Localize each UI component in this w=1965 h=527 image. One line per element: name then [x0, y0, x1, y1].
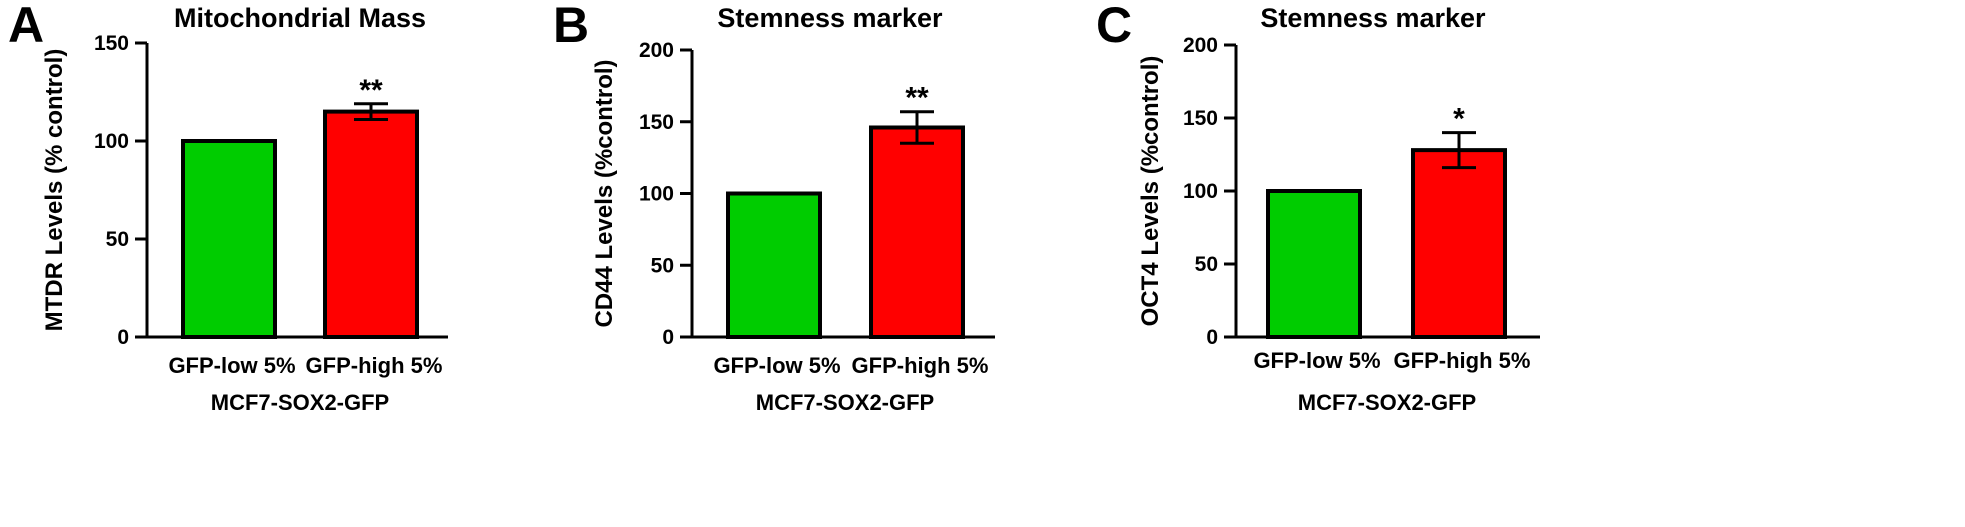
category-label: GFP-high 5% — [1394, 348, 1531, 373]
x-axis-label: MCF7-SOX2-GFP — [1298, 390, 1476, 415]
panel-title: Stemness marker — [1260, 3, 1486, 33]
y-tick-label: 150 — [94, 32, 129, 55]
bar-gfp-low — [726, 191, 822, 339]
y-axis-label: MTDR Levels (% control) — [41, 49, 68, 332]
bar-gfp-high — [1411, 148, 1507, 339]
y-axis-label: OCT4 Levels (%control) — [1137, 56, 1164, 327]
y-tick-label: 50 — [651, 254, 674, 277]
y-tick-label: 0 — [1206, 326, 1218, 349]
x-axis-label: MCF7-SOX2-GFP — [211, 390, 389, 415]
category-label: GFP-low 5% — [713, 353, 840, 378]
y-tick-label: 50 — [106, 228, 129, 251]
panel-letter: A — [8, 0, 44, 53]
y-tick-label: 150 — [1183, 107, 1218, 130]
panel-letter: C — [1096, 0, 1132, 53]
category-label: GFP-high 5% — [306, 353, 443, 378]
category-label: GFP-low 5% — [1253, 348, 1380, 373]
bar-gfp-high — [869, 125, 965, 339]
y-axis-label: CD44 Levels (%control) — [591, 59, 618, 327]
y-tick-label: 50 — [1195, 253, 1218, 276]
y-tick-label: 150 — [639, 111, 674, 134]
y-tick-label: 0 — [662, 326, 674, 349]
y-tick-label: 200 — [1183, 34, 1218, 57]
y-tick-label: 100 — [94, 130, 129, 153]
y-tick-label: 100 — [639, 183, 674, 206]
y-tick-label: 200 — [639, 39, 674, 62]
y-tick-label: 0 — [117, 326, 129, 349]
bar-gfp-low — [181, 139, 277, 339]
x-axis-label: MCF7-SOX2-GFP — [756, 390, 934, 415]
bar-gfp-high — [323, 109, 419, 339]
significance-marker: ** — [905, 82, 929, 115]
panel-letter: B — [553, 0, 589, 53]
significance-marker: ** — [359, 74, 383, 107]
panel-b: B Stemness marker GFP-low 5% ** GFP-high 5% 0… — [553, 0, 995, 415]
panel-title: Stemness marker — [717, 3, 943, 33]
panel-title: Mitochondrial Mass — [174, 3, 426, 33]
panel-c: C Stemness marker GFP-low 5% * GFP-high 5% 0 5… — [1096, 0, 1540, 415]
category-label: GFP-low 5% — [168, 353, 295, 378]
y-tick-label: 100 — [1183, 180, 1218, 203]
category-label: GFP-high 5% — [852, 353, 989, 378]
panel-a: A Mitochondrial Mass GFP-low 5% ** GFP-high … — [8, 0, 448, 415]
bar-gfp-low — [1266, 189, 1362, 339]
significance-marker: * — [1453, 103, 1465, 136]
